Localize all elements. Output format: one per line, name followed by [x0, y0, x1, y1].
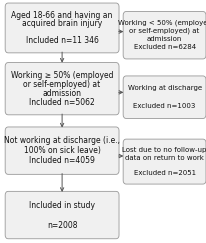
Text: Included n=5062: Included n=5062 — [29, 98, 95, 107]
Text: data on return to work: data on return to work — [124, 155, 203, 161]
Text: Not working at discharge (i.e.,: Not working at discharge (i.e., — [4, 136, 119, 145]
Text: Working ≥ 50% (employed: Working ≥ 50% (employed — [11, 71, 113, 80]
FancyBboxPatch shape — [5, 63, 118, 115]
Text: admission: admission — [146, 36, 181, 42]
FancyBboxPatch shape — [5, 127, 118, 174]
FancyBboxPatch shape — [123, 139, 205, 184]
Text: Lost due to no follow-up: Lost due to no follow-up — [122, 147, 206, 153]
Text: Included n=4059: Included n=4059 — [29, 156, 95, 165]
Text: Included in study: Included in study — [29, 200, 95, 209]
Text: Working at discharge: Working at discharge — [127, 85, 201, 91]
Text: admission: admission — [42, 89, 81, 98]
Text: Included n=11 346: Included n=11 346 — [26, 36, 98, 45]
Text: Working < 50% (employed: Working < 50% (employed — [117, 20, 206, 26]
Text: Excluded n=2051: Excluded n=2051 — [133, 170, 195, 176]
Text: acquired brain injury: acquired brain injury — [22, 19, 102, 28]
FancyBboxPatch shape — [5, 3, 118, 53]
Text: or self-employed) at: or self-employed) at — [129, 28, 199, 35]
FancyBboxPatch shape — [5, 191, 118, 239]
Text: Aged 18-66 and having an: Aged 18-66 and having an — [11, 11, 112, 20]
Text: Excluded n=1003: Excluded n=1003 — [133, 103, 195, 109]
FancyBboxPatch shape — [123, 12, 205, 59]
FancyBboxPatch shape — [123, 76, 205, 119]
Text: or self-employed) at: or self-employed) at — [23, 80, 100, 89]
Text: Excluded n=6284: Excluded n=6284 — [133, 44, 195, 50]
Text: n=2008: n=2008 — [47, 221, 77, 230]
Text: 100% on sick leave): 100% on sick leave) — [23, 146, 100, 155]
